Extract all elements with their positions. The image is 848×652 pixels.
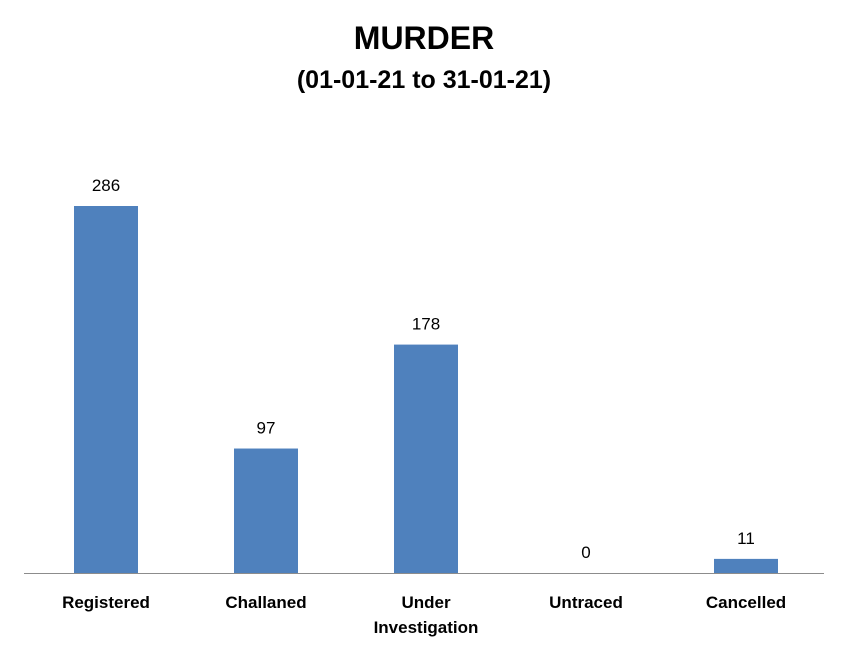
chart-subtitle: (01-01-21 to 31-01-21) <box>296 66 552 94</box>
data-label: 0 <box>581 543 590 562</box>
bar-cancelled <box>714 558 778 573</box>
bar-challaned <box>234 448 298 573</box>
bar-registered <box>74 206 138 573</box>
chart-title: MURDER <box>353 20 495 56</box>
data-label: 97 <box>257 419 276 438</box>
category-label: Challaned <box>225 593 306 612</box>
category-label: Untraced <box>549 593 623 612</box>
category-label: Under Investigation <box>374 593 479 637</box>
data-label: 11 <box>737 529 755 548</box>
data-label: 178 <box>412 315 440 334</box>
category-label: Cancelled <box>706 593 786 612</box>
bar-under-investigation <box>394 344 458 573</box>
data-label: 286 <box>92 176 120 195</box>
category-label: Registered <box>62 593 150 612</box>
